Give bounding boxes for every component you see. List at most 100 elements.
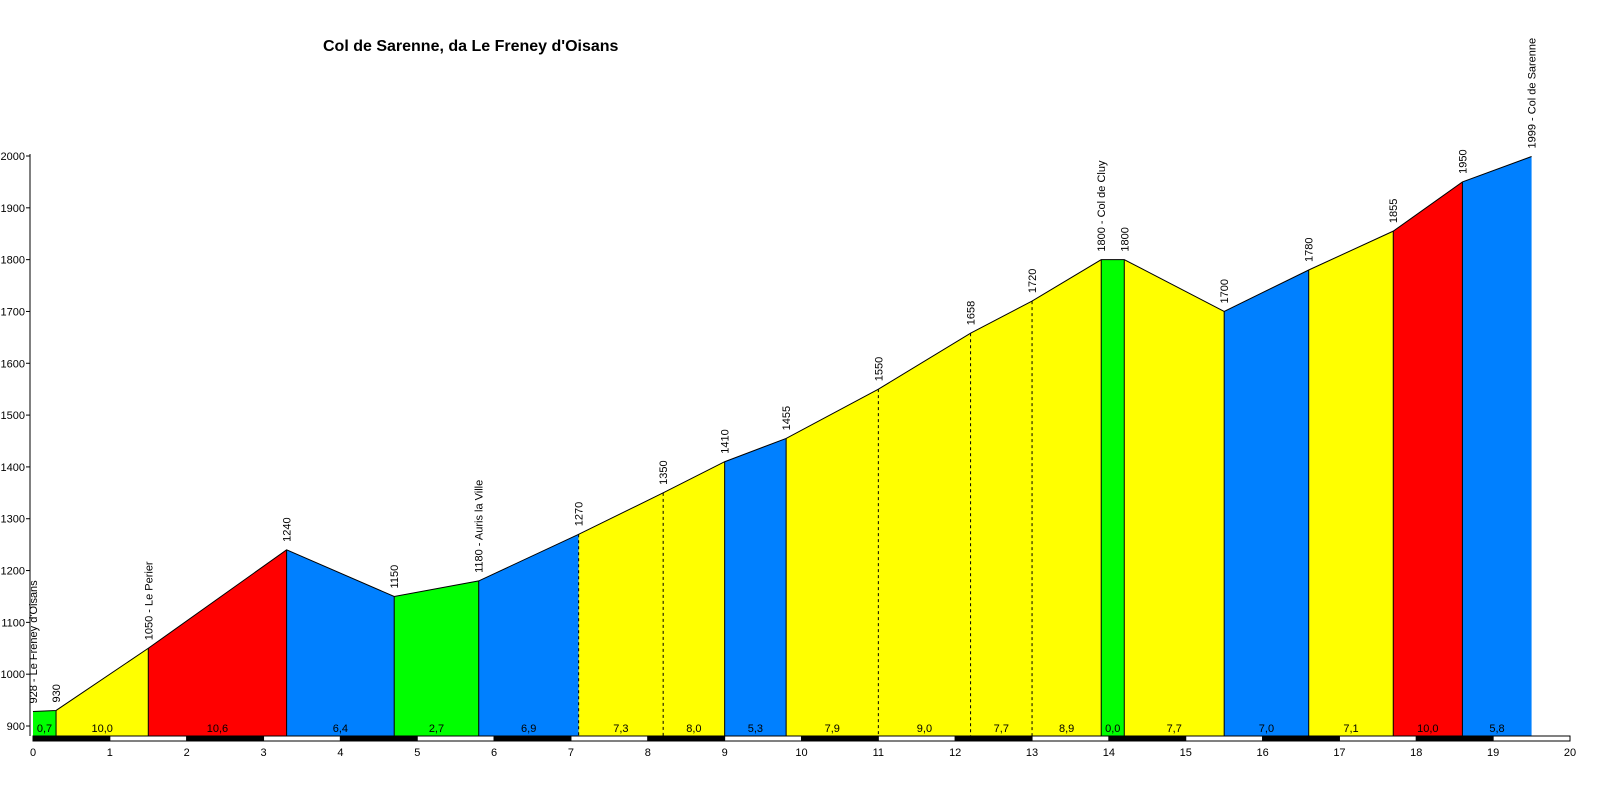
km-bar-17 — [1338, 735, 1417, 742]
km-bar-10 — [801, 735, 879, 742]
y-tick-label: 1200 — [1, 566, 25, 578]
segment-13 — [1032, 259, 1102, 736]
point-label-12: 1658 — [966, 301, 978, 325]
x-tick-label: 18 — [1410, 747, 1422, 759]
x-tick-label: 8 — [645, 747, 651, 759]
segment-5 — [394, 580, 479, 736]
segment-10 — [786, 389, 879, 736]
point-label-3: 1050 - Le Perier — [143, 561, 155, 640]
profile-line — [32, 156, 1532, 712]
y-tick-label: 1900 — [1, 203, 25, 215]
x-tick-label: 12 — [949, 747, 961, 759]
point-label-10: 1455 — [781, 406, 793, 430]
x-tick-label: 11 — [873, 747, 884, 759]
segment-16 — [1224, 270, 1309, 736]
segment-4 — [286, 549, 395, 736]
point-label-1: 928 - Le Freney d'Oisans — [28, 580, 40, 704]
y-tick-label: 1500 — [1, 410, 25, 422]
point-label-13: 1720 — [1027, 269, 1039, 293]
point-label-19: 1950 — [1457, 149, 1469, 173]
km-bar-11 — [877, 735, 956, 742]
x-tick-label: 20 — [1564, 747, 1576, 759]
grade-label-10: 7,9 — [825, 723, 840, 735]
segment-3 — [148, 549, 287, 736]
x-tick-label: 13 — [1026, 747, 1038, 759]
grade-label-17: 7,1 — [1343, 723, 1358, 735]
grade-labels: 0,7 10,0 10,6 6,4 2,7 6,9 7,3 8,0 5,3 7,9 9,0 7,7 8,… — [37, 723, 1505, 735]
km-bar-18 — [1415, 735, 1494, 742]
km-bar-16 — [1262, 735, 1340, 742]
x-tick-label: 4 — [337, 747, 343, 759]
segment-9 — [724, 438, 787, 736]
y-tick-label: 1000 — [1, 669, 25, 681]
y-tick-label: 1700 — [1, 306, 25, 318]
point-label-14: 1800 - Col de Cluy — [1096, 160, 1108, 252]
x-tick-label: 16 — [1256, 747, 1268, 759]
km-bar-5 — [416, 735, 495, 742]
x-tick-label: 19 — [1487, 747, 1499, 759]
segment-17 — [1308, 231, 1394, 737]
y-tick-label: 1400 — [1, 462, 25, 474]
point-label-9: 1410 — [720, 429, 732, 453]
grade-label-3: 10,6 — [207, 723, 228, 735]
grade-label-19: 5,8 — [1489, 723, 1504, 735]
segment-2 — [56, 648, 149, 736]
x-tick-label: 1 — [107, 747, 113, 759]
grade-label-2: 10,0 — [91, 723, 112, 735]
grade-label-18: 10,0 — [1417, 723, 1438, 735]
segment-12 — [970, 301, 1033, 736]
axes: 9001000110012001300140015001600170018001… — [1, 151, 1577, 759]
grade-label-5: 2,7 — [429, 723, 444, 735]
segment-11 — [878, 333, 971, 736]
grade-label-11: 9,0 — [917, 723, 932, 735]
y-tick-label: 1600 — [1, 358, 25, 370]
x-tick-label: 3 — [260, 747, 266, 759]
grade-label-9: 5,3 — [748, 723, 763, 735]
grade-label-6: 6,9 — [521, 723, 536, 735]
segment-6 — [478, 534, 579, 736]
point-label-15: 1800 — [1119, 227, 1131, 251]
km-bar-6 — [493, 735, 572, 742]
x-tick-label: 15 — [1180, 747, 1192, 759]
point-label-2: 930 — [51, 684, 63, 702]
km-bar-2 — [186, 735, 265, 742]
point-label-18: 1855 — [1388, 199, 1400, 223]
km-bar-19 — [1492, 735, 1571, 742]
segment-19 — [1462, 156, 1532, 736]
km-bar-8 — [647, 735, 726, 742]
grade-label-4: 6,4 — [333, 723, 348, 735]
chart-title: Col de Sarenne, da Le Freney d'Oisans — [323, 38, 619, 55]
point-labels: 928 - Le Freney d'Oisans 930 1050 - Le Per… — [28, 38, 1539, 704]
grade-label-13: 8,9 — [1059, 723, 1074, 735]
profile-outline — [32, 156, 1532, 712]
grade-label-15: 7,7 — [1167, 723, 1182, 735]
point-label-17: 1780 — [1304, 238, 1316, 262]
km-bar-14 — [1108, 735, 1187, 742]
point-label-20: 1999 - Col de Sarenne — [1527, 38, 1539, 149]
km-bar-1 — [109, 735, 188, 742]
km-bar-7 — [570, 735, 649, 742]
x-tick-label: 10 — [795, 747, 807, 759]
point-label-7: 1270 — [574, 502, 586, 526]
grade-label-7: 7,3 — [613, 723, 628, 735]
segment-1 — [33, 710, 57, 736]
grade-label-12: 7,7 — [994, 723, 1009, 735]
point-label-16: 1700 — [1219, 279, 1231, 303]
segment-7 — [578, 492, 664, 736]
x-tick-label: 7 — [568, 747, 574, 759]
x-tick-label: 5 — [414, 747, 420, 759]
km-bar-15 — [1185, 735, 1264, 742]
km-bar-13 — [1031, 735, 1110, 742]
grade-label-1: 0,7 — [37, 723, 52, 735]
gradient-segments — [33, 156, 1532, 737]
x-tick-label: 6 — [491, 747, 497, 759]
point-label-11: 1550 — [873, 357, 885, 381]
segment-14 — [1101, 259, 1125, 736]
segment-15 — [1124, 259, 1225, 736]
grade-label-14: 0,0 — [1105, 723, 1120, 735]
x-tick-label: 9 — [722, 747, 728, 759]
point-label-8: 1350 — [658, 460, 670, 484]
x-tick-label: 17 — [1333, 747, 1345, 759]
y-tick-label: 1300 — [1, 514, 25, 526]
